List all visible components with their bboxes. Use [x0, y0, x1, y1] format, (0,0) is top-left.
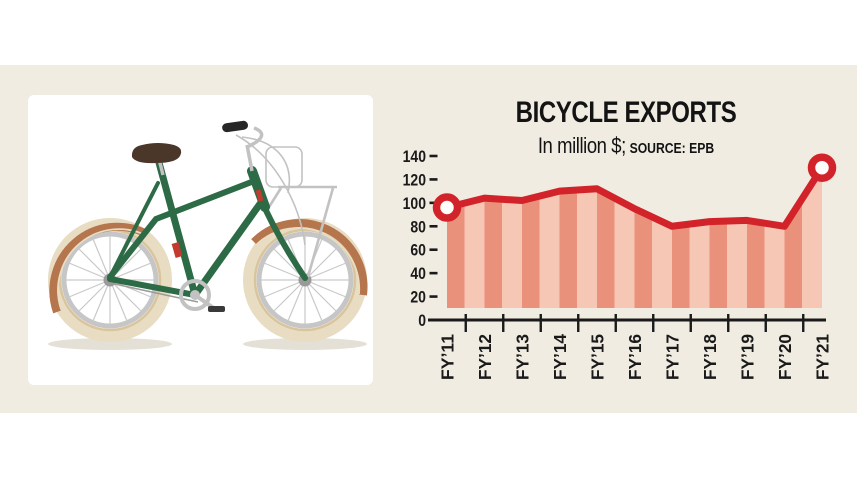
- svg-text:40: 40: [410, 264, 426, 283]
- bicycle-photo-card: [28, 95, 373, 385]
- svg-text:FY’14: FY’14: [550, 334, 570, 380]
- x-axis: [428, 314, 826, 332]
- front-wheel-shadow: [243, 338, 367, 350]
- trend-line: [443, 164, 826, 230]
- saddle: [131, 143, 182, 164]
- svg-text:FY’13: FY’13: [513, 334, 533, 380]
- svg-text:100: 100: [403, 194, 426, 213]
- ring-markers: [432, 153, 837, 222]
- svg-text:FY’16: FY’16: [625, 334, 645, 380]
- chart-title: BICYCLE EXPORTS: [515, 96, 737, 129]
- svg-text:FY’18: FY’18: [700, 334, 720, 380]
- chart-unit-label: In million $;: [537, 133, 626, 158]
- cockpit: [131, 120, 264, 176]
- svg-text:80: 80: [410, 217, 426, 236]
- svg-text:60: 60: [410, 241, 426, 260]
- front-fender: [251, 219, 368, 296]
- rear-wheel-shadow: [48, 338, 172, 350]
- y-axis-labels: 0 20 40 60 80 100 120 140: [403, 150, 438, 330]
- rear-fender: [49, 222, 149, 314]
- svg-text:FY’15: FY’15: [588, 334, 608, 380]
- svg-text:140: 140: [403, 150, 426, 166]
- handlebar-grip: [222, 120, 248, 133]
- head-badge: [255, 189, 264, 202]
- svg-text:FY’20: FY’20: [775, 334, 795, 380]
- x-axis-labels: FY’11 FY’12 FY’13 FY’14 FY’15 FY’16 FY’17 FY’18…: [438, 334, 833, 380]
- svg-text:FY’17: FY’17: [663, 334, 683, 380]
- svg-text:FY’12: FY’12: [475, 334, 495, 380]
- drivetrain: [109, 279, 225, 312]
- svg-text:0: 0: [418, 311, 426, 330]
- svg-text:FY’21: FY’21: [813, 334, 833, 380]
- svg-text:FY’19: FY’19: [738, 334, 758, 380]
- bicycle-illustration: [48, 120, 368, 350]
- chart-source-label: SOURCE: EPB: [629, 141, 715, 157]
- seat-tube-decal: [171, 242, 183, 258]
- svg-text:120: 120: [403, 170, 426, 189]
- rear-fender-stripe: [57, 228, 150, 310]
- frame: [107, 155, 308, 299]
- front-fender-stripe: [255, 227, 361, 295]
- area-fill: [447, 167, 822, 308]
- svg-text:FY’11: FY’11: [438, 334, 458, 380]
- chart-subtitle: In million $; SOURCE: EPB: [432, 133, 820, 159]
- svg-text:20: 20: [410, 288, 426, 307]
- front-rack: [267, 185, 337, 278]
